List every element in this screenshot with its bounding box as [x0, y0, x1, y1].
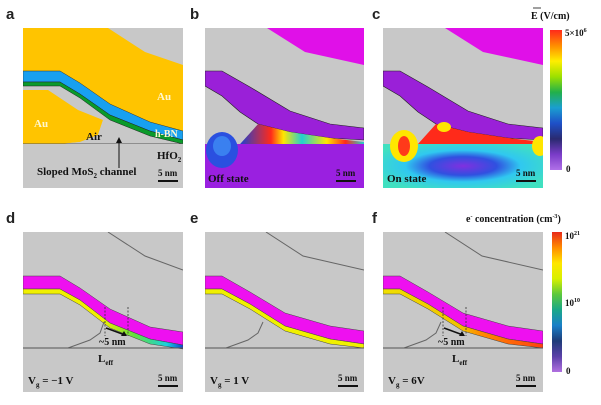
leff-length-d: ~5 nm: [99, 337, 126, 348]
scale-label-b: 5 nm: [336, 168, 356, 178]
conc-colorbar-min: 0: [566, 366, 571, 376]
au-right-label: Au: [157, 91, 171, 103]
contact-outline-lower-d: [67, 321, 105, 349]
panel-label-d: d: [6, 210, 16, 227]
scale-bar-e: [338, 385, 358, 387]
scale-label-d: 5 nm: [158, 373, 178, 383]
panel-label-b: b: [190, 6, 200, 23]
contact-outline-e: [265, 232, 364, 271]
scale-label-a: 5 nm: [158, 168, 178, 178]
mos2-channel-d: [23, 288, 183, 350]
gate-region-c: [445, 28, 543, 65]
scale-label-c: 5 nm: [516, 168, 536, 178]
leff-arrow-f: [443, 327, 464, 336]
efield-colorbar: E (V/cm) 5×106 0: [531, 7, 587, 174]
hbn-field-b: [205, 70, 364, 141]
scale-bar-f: [516, 385, 536, 387]
air-gap: [60, 120, 183, 144]
panel-label-f: f: [372, 210, 377, 227]
efield-colorbar-title: E (V/cm): [531, 11, 570, 22]
au-bottom-contact: [23, 90, 103, 144]
panel-a: Au Au Air h-BN HfO2 Sloped MoS2 channel …: [23, 28, 183, 188]
vg-label-d: Vg = −1 V: [28, 375, 74, 389]
state-label-c: On state: [387, 173, 427, 185]
field-lobe-right-c: [532, 136, 543, 156]
field-lobe-inner-b: [213, 136, 231, 156]
field-hotspot-c: [437, 122, 451, 132]
conc-colorbar-max: 1021: [565, 231, 580, 241]
hbn-label: h-BN: [155, 129, 179, 140]
scale-label-f: 5 nm: [516, 373, 536, 383]
panel-e: Vg = 1 V 5 nm: [205, 232, 364, 392]
scale-label-e: 5 nm: [338, 373, 358, 383]
panel-d: ~5 nm Leff Vg = −1 V 5 nm: [23, 232, 183, 392]
vg-label-f: Vg = 6V: [388, 375, 425, 389]
efield-colorbar-max: 5×106: [565, 28, 587, 38]
conc-colorbar: e- concentration (cm-3) 1021 1010 0: [466, 214, 580, 376]
contact-outline-lower-e: [225, 321, 264, 349]
panel-label-a: a: [6, 6, 15, 23]
vg-label-e: Vg = 1 V: [210, 375, 249, 389]
gate-region-b: [267, 28, 364, 65]
mos2-channel: [23, 81, 183, 145]
panel-b: Off state 5 nm: [205, 28, 364, 188]
mos2-channel-f: [383, 288, 543, 349]
contact-outline-lower-f: [403, 321, 442, 349]
leff-arrow-d: [105, 327, 126, 336]
contact-outline-d: [107, 232, 183, 271]
conc-colorbar-bar: [552, 232, 562, 372]
scale-bar-a: [158, 180, 178, 182]
channel-label: Sloped MoS2 channel: [37, 166, 136, 180]
channel-arrowhead: [116, 137, 122, 143]
panel-e-background: [205, 232, 364, 392]
conc-colorbar-mid: 1010: [565, 298, 580, 308]
conc-colorbar-title: e- concentration (cm-3): [466, 214, 561, 225]
scale-bar-d: [158, 385, 178, 387]
au-top-contact: [23, 28, 183, 138]
channel-field-b: [240, 124, 364, 144]
panel-c: On state 5 nm: [383, 28, 543, 188]
mos2-channel-e: [205, 288, 364, 349]
hfo2-label: HfO2: [157, 150, 182, 164]
scale-bar-c: [516, 180, 536, 182]
panel-f-background: [383, 232, 543, 392]
leff-arrowhead-f: [459, 331, 465, 336]
hbn-field-c: [383, 70, 543, 141]
contact-outline-f: [444, 232, 543, 271]
leff-label-d: Leff: [98, 353, 114, 367]
scale-bar-b: [336, 180, 356, 182]
efield-colorbar-min: 0: [566, 164, 571, 174]
au-left-label: Au: [34, 118, 48, 130]
state-label-b: Off state: [208, 173, 249, 185]
panel-label-e: e: [190, 210, 199, 227]
leff-length-f: ~5 nm: [438, 337, 465, 348]
field-lobe-inner-c: [398, 136, 410, 156]
air-label: Air: [86, 131, 102, 143]
leff-arrowhead-d: [121, 331, 127, 336]
panel-f: ~5 nm Leff Vg = 6V 5 nm: [383, 232, 543, 392]
hfo2-substrate: [23, 144, 183, 188]
efield-colorbar-bar: [550, 30, 562, 170]
leff-label-f: Leff: [452, 353, 468, 367]
panel-label-c: c: [372, 6, 381, 23]
